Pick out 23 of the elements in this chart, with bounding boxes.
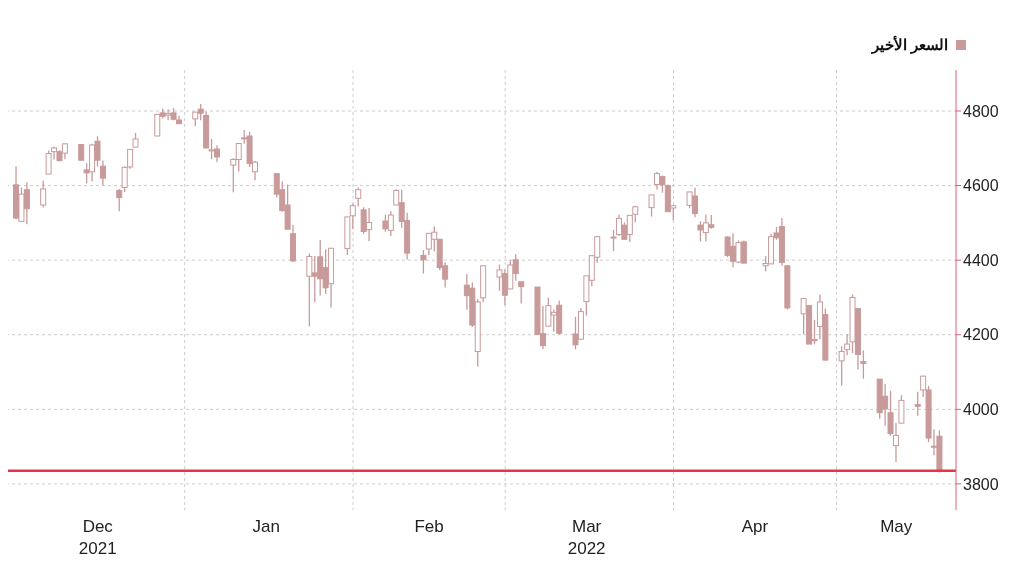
x-tick-label: May [880,517,913,536]
candlestick [116,188,123,212]
candlestick [99,159,106,187]
y-tick-label: 3800 [963,475,999,493]
candlestick [518,281,525,305]
x-tick-label: Mar 2022 [567,517,606,558]
candlestick [40,180,47,209]
x-tick-label: Jan [252,517,280,536]
y-tick-label: 4800 [963,102,999,120]
candlestick [648,194,655,218]
candlestick [420,249,427,275]
y-tick-label: 4200 [963,326,999,344]
y-tick-label: 4400 [963,251,999,269]
candlestick [860,349,867,380]
candlestick [306,252,313,327]
x-tick-label: Dec 2021 [78,517,117,558]
y-tick-label: 4000 [963,401,999,418]
x-tick-label: Feb [414,517,444,536]
candlestick [914,391,921,417]
legend-label: السعر الأخير [871,36,948,54]
y-tick-label: 4600 [963,177,999,195]
candlestick [355,186,362,208]
x-tick-label: Apr [741,517,769,536]
